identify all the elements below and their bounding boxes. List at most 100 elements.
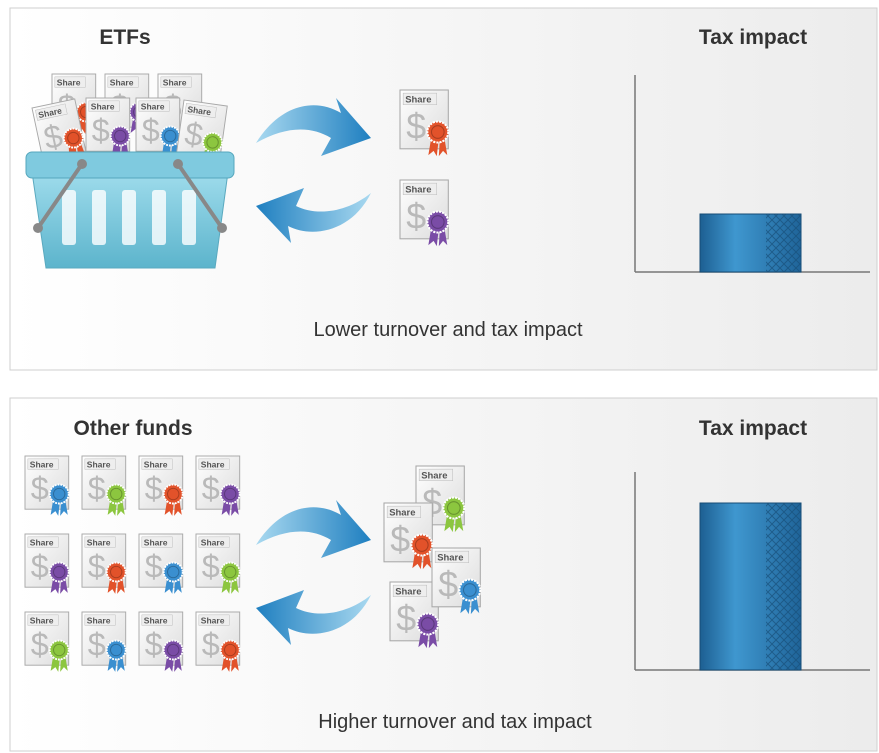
ribbon-center <box>416 539 429 552</box>
certificate-label: Share <box>144 459 168 469</box>
certificate-symbol: $ <box>390 519 410 559</box>
ribbon-center <box>225 566 236 577</box>
panel-title: Other funds <box>74 417 193 440</box>
certificate-label: Share <box>87 459 111 469</box>
handle-knob <box>33 223 43 233</box>
share-certificate: Share $ <box>136 98 180 158</box>
certificate-symbol: $ <box>88 627 106 663</box>
certificate-label: Share <box>405 95 431 106</box>
diagram: ETFs Tax impact Lower turnover and tax i… <box>0 0 879 753</box>
certificate-label: Share <box>144 615 168 625</box>
share-certificate: Share$ <box>432 548 480 614</box>
chart-title: Tax impact <box>699 417 807 440</box>
ribbon-center <box>115 130 126 141</box>
certificate-label: Share <box>110 77 134 87</box>
share-certificate: Share $ <box>139 534 183 594</box>
share-certificate: Share $ <box>25 534 69 594</box>
share-certificate: Share $ <box>25 456 69 516</box>
ribbon-center <box>448 502 461 515</box>
bar-hatch <box>766 214 801 272</box>
share-certificate: Share $ <box>86 98 130 158</box>
caption: Higher turnover and tax impact <box>318 711 592 733</box>
ribbon-center <box>464 584 477 597</box>
ribbon-center <box>168 488 179 499</box>
certificate-label: Share <box>201 459 225 469</box>
certificate-label: Share <box>201 615 225 625</box>
certificate-label: Share <box>30 537 54 547</box>
certificate-symbol: $ <box>396 598 416 638</box>
basket-slot <box>62 190 76 245</box>
bar-hatch <box>766 503 801 670</box>
certificate-symbol: $ <box>31 549 49 585</box>
ribbon-center <box>111 488 122 499</box>
certificate-label: Share <box>144 537 168 547</box>
share-certificate: Share $ <box>139 456 183 516</box>
certificate-symbol: $ <box>406 196 426 236</box>
share-certificate: Share $ <box>139 612 183 672</box>
certificate-symbol: $ <box>92 113 110 149</box>
ribbon-center <box>225 644 236 655</box>
share-certificate: Share$ <box>384 503 432 569</box>
certificate-symbol: $ <box>202 627 220 663</box>
certificate-symbol: $ <box>142 113 160 149</box>
certificate-label: Share <box>30 615 54 625</box>
certificate-label: Share <box>141 101 165 111</box>
certificate-symbol: $ <box>88 471 106 507</box>
basket-slot <box>182 190 196 245</box>
handle-knob <box>217 223 227 233</box>
certificate-symbol: $ <box>202 549 220 585</box>
certificate-symbol: $ <box>88 549 106 585</box>
handle-knob <box>77 159 87 169</box>
ribbon-center <box>54 488 65 499</box>
ribbon-center <box>432 216 445 229</box>
certificate-symbol: $ <box>145 471 163 507</box>
certificate-label: Share <box>57 77 81 87</box>
ribbon-center <box>54 566 65 577</box>
chart-title: Tax impact <box>699 26 807 49</box>
share-certificate: Share $ <box>82 534 126 594</box>
ribbon-center <box>168 644 179 655</box>
certificate-symbol: $ <box>406 106 426 146</box>
basket-slot <box>122 190 136 245</box>
share-certificate: Share$ <box>400 180 448 246</box>
certificate-symbol: $ <box>202 471 220 507</box>
certificate-label: Share <box>437 553 463 564</box>
ribbon-center <box>432 126 445 139</box>
certificate-label: Share <box>395 587 421 598</box>
certificate-label: Share <box>30 459 54 469</box>
share-certificate: Share$ <box>196 534 240 594</box>
share-certificate: Share$ <box>390 582 438 648</box>
ribbon-center <box>225 488 236 499</box>
certificate-symbol: $ <box>145 627 163 663</box>
share-certificate: Share $ <box>82 456 126 516</box>
share-certificate: Share $ <box>25 612 69 672</box>
certificate-label: Share <box>91 101 115 111</box>
certificate-label: Share <box>87 615 111 625</box>
page: {"certificate_label": "Share", "certific… <box>0 0 879 753</box>
ribbon-center <box>111 644 122 655</box>
certificate-label: Share <box>421 471 447 482</box>
certificate-symbol: $ <box>438 564 458 604</box>
certificate-label: Share <box>389 508 415 519</box>
certificate-symbol: $ <box>31 627 49 663</box>
certificate-label: Share <box>87 537 111 547</box>
caption: Lower turnover and tax impact <box>313 319 582 341</box>
certificate-symbol: $ <box>31 471 49 507</box>
share-certificate: Share$ <box>400 90 448 156</box>
basket-slot <box>92 190 106 245</box>
basket-rim <box>26 152 234 178</box>
share-certificate: Share $ <box>196 612 240 672</box>
share-certificate: Share $ <box>196 456 240 516</box>
ribbon-center <box>54 644 65 655</box>
ribbon-center <box>422 618 435 631</box>
basket-slot <box>152 190 166 245</box>
panel-title: ETFs <box>99 26 150 49</box>
certificate-symbol: $ <box>145 549 163 585</box>
ribbon-center <box>111 566 122 577</box>
ribbon-center <box>168 566 179 577</box>
certificate-label: Share <box>405 185 431 196</box>
ribbon-center <box>165 130 176 141</box>
share-certificate: Share $ <box>82 612 126 672</box>
handle-knob <box>173 159 183 169</box>
certificate-label: Share <box>163 77 187 87</box>
